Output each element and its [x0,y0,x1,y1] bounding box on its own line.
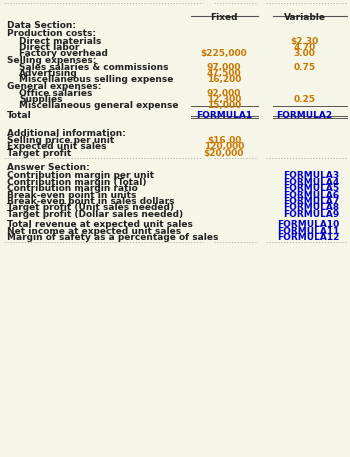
Text: Direct labor: Direct labor [19,43,80,52]
Text: $2.30: $2.30 [290,37,318,46]
Text: FORMULA7: FORMULA7 [283,197,340,206]
Text: Office salaries: Office salaries [19,89,93,98]
Text: 16,200: 16,200 [207,75,241,85]
Text: 97,000: 97,000 [207,63,241,72]
Text: Factory overhead: Factory overhead [19,49,108,58]
Text: Margin of safety as a percentage of sales: Margin of safety as a percentage of sale… [7,233,218,242]
Text: 12,300: 12,300 [207,95,241,104]
Text: Direct materials: Direct materials [19,37,102,46]
Text: 4.70: 4.70 [293,43,316,52]
Text: FORMULA3: FORMULA3 [284,171,340,181]
Text: 120,000: 120,000 [204,142,244,151]
Text: 0.75: 0.75 [293,63,316,72]
Text: Contribution margin per unit: Contribution margin per unit [7,171,154,181]
Text: Answer Section:: Answer Section: [7,163,90,172]
Text: FORMULA2: FORMULA2 [276,111,332,120]
Text: Break-even point in units: Break-even point in units [7,191,136,200]
Text: FORMULA4: FORMULA4 [283,178,340,187]
Text: FORMULA10: FORMULA10 [277,220,339,229]
Text: 92,000: 92,000 [207,89,241,98]
Text: $225,000: $225,000 [201,49,247,58]
Text: Selling expenses:: Selling expenses: [7,56,96,65]
Text: FORMULA6: FORMULA6 [284,191,340,200]
Text: Variable: Variable [284,13,326,22]
Text: FORMULA1: FORMULA1 [196,111,252,120]
Text: $20,000: $20,000 [204,149,244,158]
Text: 0.25: 0.25 [294,95,315,104]
Text: Target profit (Unit sales needed): Target profit (Unit sales needed) [7,203,174,213]
Text: Supplies: Supplies [19,95,63,104]
Text: FORMULA8: FORMULA8 [284,203,340,213]
Text: 47,500: 47,500 [207,69,241,78]
Text: Total revenue at expected unit sales: Total revenue at expected unit sales [7,220,193,229]
Text: FORMULA9: FORMULA9 [283,210,340,219]
Text: Expected unit sales: Expected unit sales [7,142,106,151]
Text: FORMULA12: FORMULA12 [277,233,339,242]
Text: 15,000: 15,000 [207,101,241,111]
Text: Fixed: Fixed [210,13,238,22]
Text: Data Section:: Data Section: [7,21,76,30]
Text: $16.00: $16.00 [207,136,241,145]
Text: General expenses:: General expenses: [7,82,101,91]
Text: Production costs:: Production costs: [7,29,96,38]
Text: Sales salaries & commissions: Sales salaries & commissions [19,63,169,72]
Text: Additional information:: Additional information: [7,129,126,138]
Text: Net income at expected unit sales: Net income at expected unit sales [7,227,181,236]
Text: Advertising: Advertising [19,69,78,78]
Text: FORMULA11: FORMULA11 [277,227,339,236]
Text: Total: Total [7,111,32,120]
Text: Selling price per unit: Selling price per unit [7,136,114,145]
Text: Target profit: Target profit [7,149,71,158]
Text: 3.00: 3.00 [294,49,315,58]
Text: Break-even point in sales dollars: Break-even point in sales dollars [7,197,175,206]
Text: FORMULA5: FORMULA5 [284,184,340,193]
Text: Miscellaneous selling expense: Miscellaneous selling expense [19,75,174,85]
Text: Miscellaneous general expense: Miscellaneous general expense [19,101,179,111]
Text: Contribution margin (Total): Contribution margin (Total) [7,178,147,187]
Text: Contribution margin ratio: Contribution margin ratio [7,184,138,193]
Text: Target profit (Dollar sales needed): Target profit (Dollar sales needed) [7,210,183,219]
